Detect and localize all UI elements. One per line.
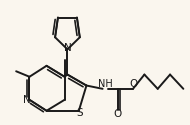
Text: NH: NH — [97, 79, 112, 89]
Text: O: O — [129, 79, 138, 89]
Text: S: S — [76, 108, 82, 118]
Text: N: N — [23, 95, 30, 105]
Text: N: N — [64, 43, 71, 53]
Text: O: O — [114, 109, 122, 119]
